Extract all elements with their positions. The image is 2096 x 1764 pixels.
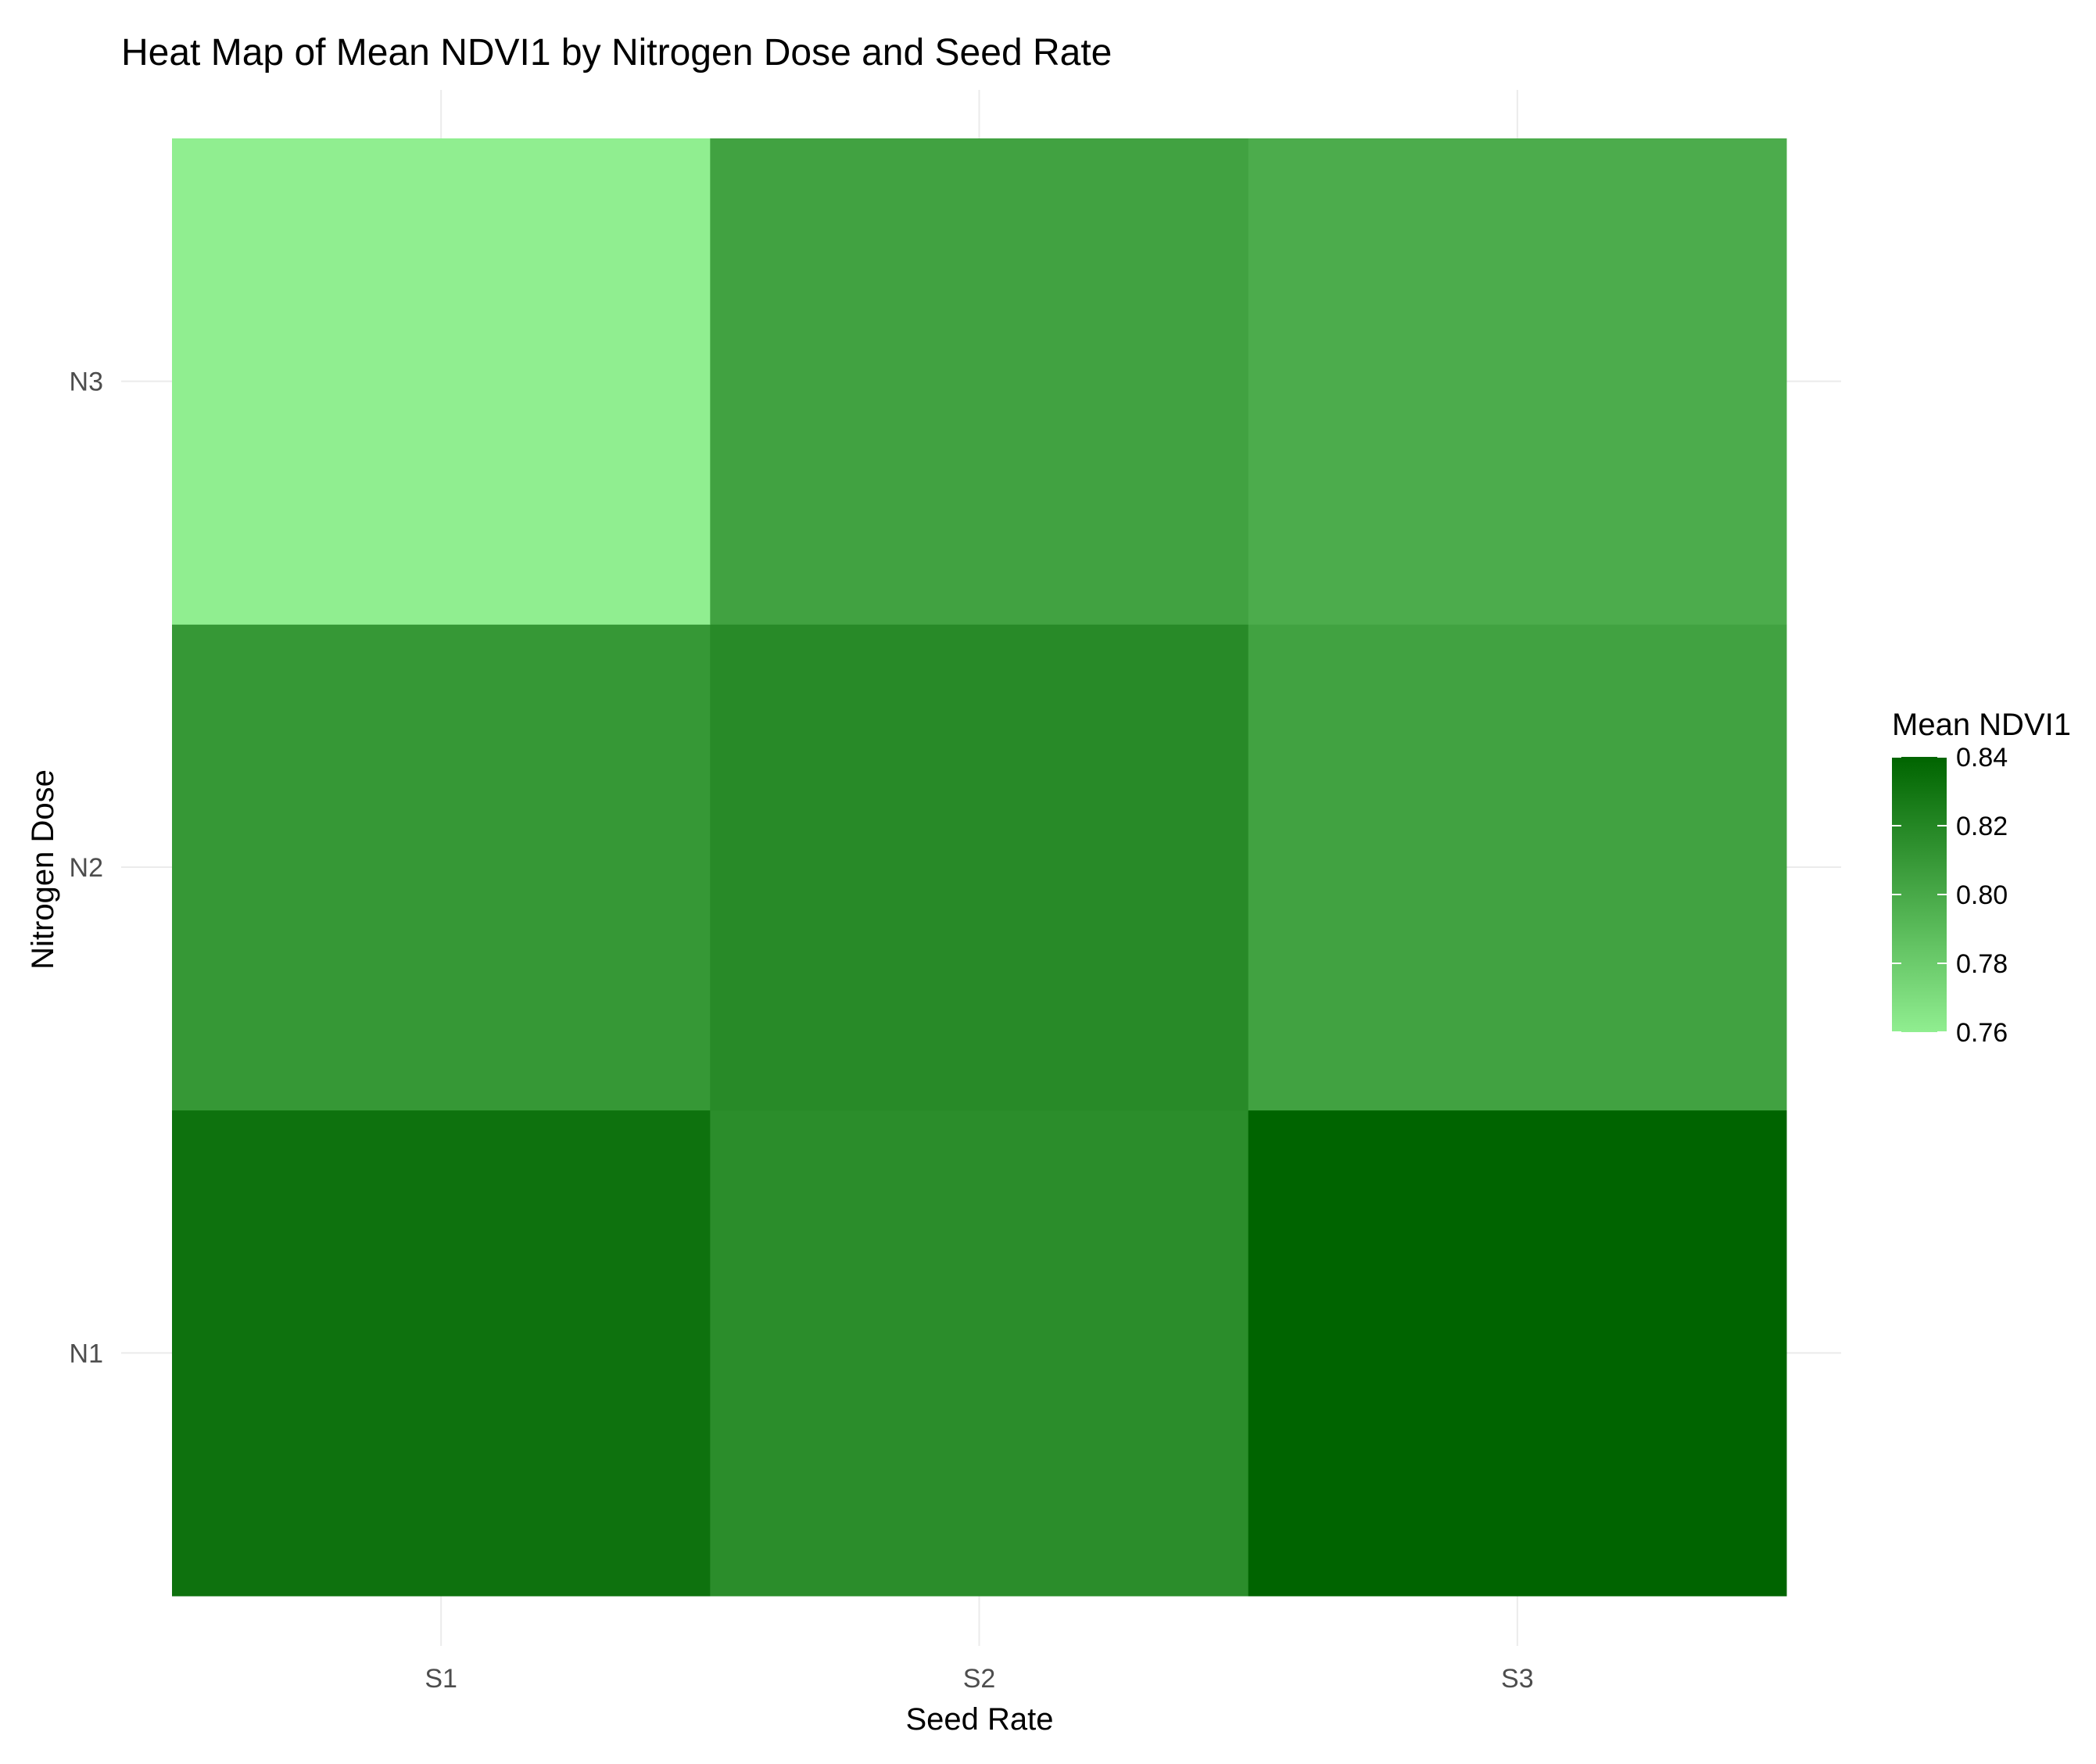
color-legend: Mean NDVI1 0.76 0.78 0.80 0.82 0.84	[1892, 708, 2071, 1048]
x-tick-label-s2: S2	[963, 1664, 996, 1694]
legend-tick-label: 0.80	[1956, 880, 2008, 910]
heatmap-cell-s1-n1	[172, 1110, 711, 1597]
heatmap-cell-s2-n2	[710, 624, 1249, 1111]
heatmap-cell-s1-n2	[172, 624, 711, 1111]
heatmap-cells	[172, 138, 1787, 1597]
heatmap-cell-s1-n3	[172, 138, 711, 625]
legend-tick-label: 0.82	[1956, 812, 2008, 841]
heatmap-cell-s2-n3	[710, 138, 1249, 625]
heatmap-cell-s3-n1	[1248, 1110, 1787, 1597]
legend-tick-label: 0.76	[1956, 1018, 2008, 1048]
heatmap-cell-s3-n3	[1248, 138, 1787, 625]
legend-tick-label: 0.78	[1956, 949, 2008, 979]
x-tick-label-s3: S3	[1501, 1664, 1534, 1694]
x-axis-label: Seed Rate	[905, 1702, 1053, 1737]
legend-tick-label: 0.84	[1956, 743, 2008, 773]
heatmap-cell-s3-n2	[1248, 624, 1787, 1111]
chart-title: Heat Map of Mean NDVI1 by Nitrogen Dose …	[121, 32, 1112, 74]
x-tick-label-s1: S1	[425, 1664, 457, 1694]
y-tick-label-n3: N3	[70, 368, 103, 397]
y-axis-label: Nitrogen Dose	[26, 769, 60, 970]
legend-title: Mean NDVI1	[1892, 708, 2071, 742]
x-tick-labels: S1 S2 S3	[425, 1664, 1533, 1694]
y-tick-labels: N1 N2 N3	[70, 368, 103, 1369]
y-tick-label-n2: N2	[70, 853, 103, 883]
heatmap-cell-s2-n1	[710, 1110, 1249, 1597]
y-tick-label-n1: N1	[70, 1339, 103, 1368]
